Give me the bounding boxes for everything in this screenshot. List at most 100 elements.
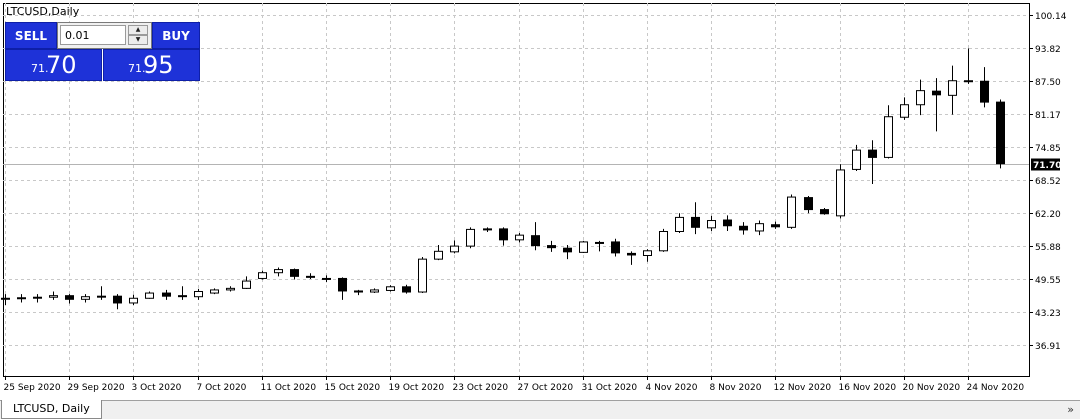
- buy-price-digits: 95: [143, 51, 174, 79]
- candle-body-down: [338, 277, 347, 292]
- candle-body-up: [675, 216, 684, 232]
- lot-size-stepper: ▲ ▼: [57, 22, 152, 49]
- candle-body-down: [162, 292, 171, 297]
- x-tick-label: 19 Oct 2020: [389, 383, 445, 393]
- candle-body-up: [659, 230, 668, 252]
- sell-price-button[interactable]: 71. 70: [5, 49, 102, 81]
- candle-body-up: [450, 245, 459, 253]
- candle-body-down: [354, 290, 363, 293]
- candle-body-up: [17, 297, 26, 300]
- candle-body-down: [868, 149, 877, 158]
- candle-body-up: [884, 116, 893, 158]
- tab-ltcusd-daily[interactable]: LTCUSD, Daily: [1, 400, 102, 419]
- y-tick-label: 87.50: [1035, 78, 1061, 88]
- chart-window[interactable]: 100.14 93.82 87.50 81.17 74.85 68.52 62.20 55.8…: [0, 0, 1080, 400]
- candle-body-up: [210, 289, 219, 294]
- candle-body-down: [65, 295, 74, 300]
- x-tick-label: 25 Sep 2020: [4, 383, 61, 393]
- candle-body-up: [81, 296, 90, 300]
- candle-body-up: [916, 90, 925, 106]
- candle-body-down: [611, 241, 620, 254]
- chart-tab-bar: LTCUSD, Daily »: [0, 400, 1080, 419]
- candle-body-up: [515, 234, 524, 241]
- current-price-label-box: [1031, 158, 1060, 171]
- double-chevron-right-icon[interactable]: »: [1067, 403, 1074, 416]
- candle-body-up: [49, 295, 58, 298]
- candle-body-up: [707, 220, 716, 229]
- sell-price-digits: 70: [46, 51, 77, 79]
- x-tick-label: 24 Nov 2020: [967, 383, 1025, 393]
- x-tick-label: 23 Oct 2020: [453, 383, 509, 393]
- y-tick-label: 74.85: [1035, 144, 1061, 154]
- buy-price-prefix: 71.: [128, 62, 146, 75]
- x-tick-label: 7 Oct 2020: [197, 383, 247, 393]
- candle-body-down: [595, 241, 604, 244]
- y-tick-label: 81.17: [1035, 111, 1061, 121]
- x-tick-label: 15 Oct 2020: [325, 383, 381, 393]
- lot-size-input[interactable]: [60, 25, 126, 45]
- candle-body-up: [145, 292, 154, 299]
- candle-body-up: [418, 258, 427, 293]
- candle-body-down: [771, 224, 780, 228]
- candle-body-down: [402, 286, 411, 293]
- candle-body-up: [274, 269, 283, 274]
- spin-down-icon[interactable]: ▼: [128, 35, 148, 45]
- candle-body-up: [900, 104, 909, 118]
- current-price-label: 71.70: [1033, 161, 1061, 171]
- x-tick-label: 31 Oct 2020: [582, 383, 638, 393]
- candle-body-down: [820, 209, 829, 215]
- candle-body-down: [547, 245, 556, 249]
- candle-body-down: [627, 252, 636, 256]
- candle-body-up: [370, 289, 379, 293]
- candle-body-up: [643, 250, 652, 256]
- candle-body-down: [980, 80, 989, 103]
- candle-body-down: [563, 247, 572, 253]
- plot-frame: [3, 3, 1030, 377]
- candle-body-up: [258, 272, 267, 279]
- x-tick-label: 8 Nov 2020: [710, 383, 762, 393]
- x-tick-label: 16 Nov 2020: [839, 383, 897, 393]
- candle-body-down: [691, 216, 700, 228]
- candle-body-down: [113, 295, 122, 304]
- x-tick-label: 11 Oct 2020: [261, 383, 317, 393]
- candle-body-up: [787, 196, 796, 228]
- candle-body-up: [434, 250, 443, 260]
- chart-title: LTCUSD,Daily: [6, 5, 80, 18]
- one-click-trading-panel: SELL ▲ ▼ BUY 71. 70 71. 95: [5, 22, 200, 82]
- candle-body-up: [386, 286, 395, 291]
- y-tick-label: 36.91: [1035, 342, 1061, 352]
- x-tick-label: 27 Oct 2020: [518, 383, 574, 393]
- candle-body-up: [33, 296, 42, 299]
- y-tick-label: 55.88: [1035, 243, 1061, 253]
- x-tick-label: 20 Nov 2020: [903, 383, 961, 393]
- spin-up-icon[interactable]: ▲: [128, 25, 148, 35]
- y-tick-label: 93.82: [1035, 45, 1061, 55]
- candle-body-up: [242, 280, 251, 289]
- y-tick-label: 68.52: [1035, 177, 1061, 187]
- candle-body-up: [1, 297, 10, 300]
- candle-body-up: [97, 295, 106, 298]
- buy-button[interactable]: BUY: [152, 22, 200, 49]
- candle-body-up: [178, 295, 187, 298]
- sell-button[interactable]: SELL: [5, 22, 57, 49]
- candle-body-up: [852, 149, 861, 170]
- candle-body-up: [226, 287, 235, 291]
- candle-body-down: [996, 101, 1005, 165]
- candle-body-up: [194, 290, 203, 298]
- candle-body-down: [739, 225, 748, 231]
- candle-body-up: [322, 277, 331, 280]
- candle-body-up: [755, 223, 764, 232]
- candle-body-up: [948, 80, 957, 96]
- sell-price-prefix: 71.: [31, 62, 49, 75]
- candle-body-down: [804, 197, 813, 211]
- candle-body-down: [932, 90, 941, 96]
- candlestick-chart[interactable]: 100.14 93.82 87.50 81.17 74.85 68.52 62.20 55.8…: [0, 0, 1080, 400]
- buy-price-button[interactable]: 71. 95: [103, 49, 200, 81]
- x-tick-label: 3 Oct 2020: [132, 383, 182, 393]
- x-tick-label: 4 Nov 2020: [646, 383, 698, 393]
- candle-body-up: [964, 80, 973, 83]
- candle-body-down: [306, 275, 315, 278]
- y-tick-label: 49.55: [1035, 276, 1061, 286]
- y-tick-label: 100.14: [1035, 12, 1067, 22]
- x-tick-label: 29 Sep 2020: [68, 383, 125, 393]
